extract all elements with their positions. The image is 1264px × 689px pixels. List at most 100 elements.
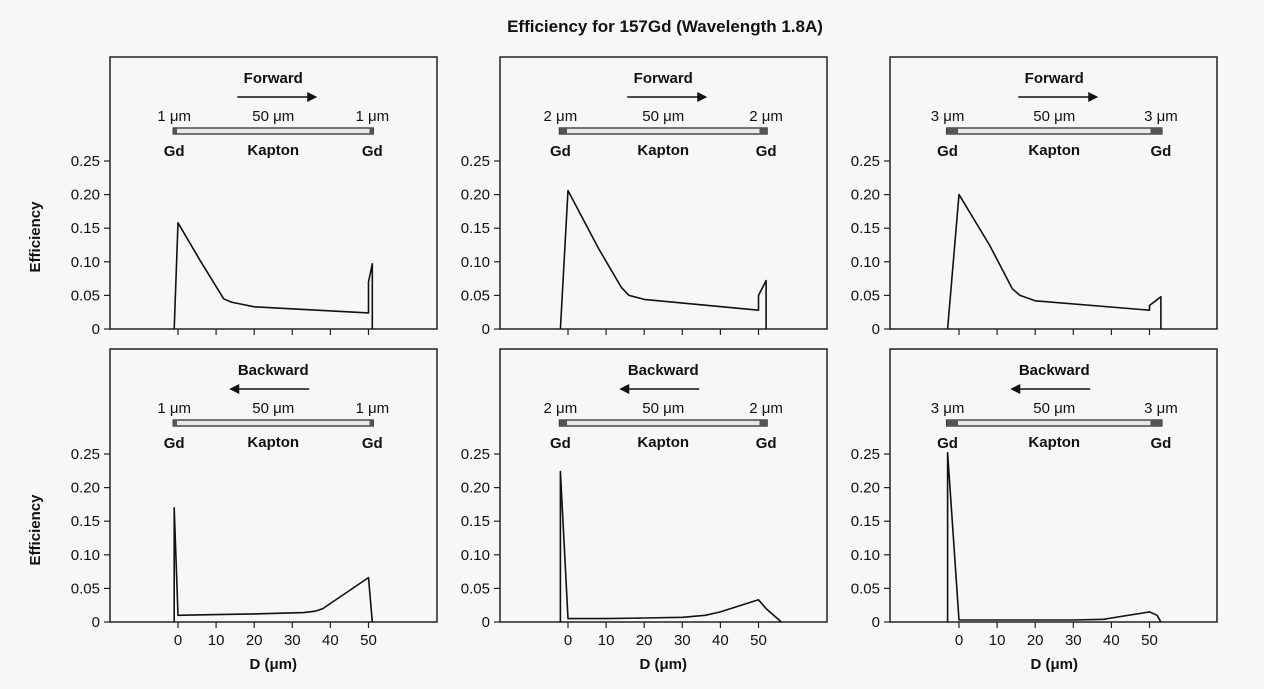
y-tick-label: 0.20 <box>461 187 490 204</box>
direction-label: Backward <box>628 362 699 379</box>
x-tick-label: 10 <box>208 632 225 649</box>
y-tick-label: 0 <box>872 321 880 338</box>
right-material-label: Gd <box>756 435 777 452</box>
x-tick-label: 50 <box>1141 632 1158 649</box>
right-material-label: Gd <box>362 435 383 452</box>
y-tick-label: 0.25 <box>461 153 490 170</box>
y-tick-label: 0 <box>482 321 490 338</box>
layer-bar-gd-left <box>946 420 958 426</box>
left-material-label: Gd <box>164 143 185 160</box>
direction-arrow-head <box>307 92 318 102</box>
efficiency-curve <box>173 222 374 330</box>
right-gd-thickness: 2 μm <box>749 400 783 417</box>
x-axis-label: D (μm) <box>639 656 687 673</box>
layer-bar-gd-left <box>173 420 177 426</box>
layer-bar-kapton <box>172 127 374 135</box>
direction-label: Forward <box>634 70 693 87</box>
x-tick-label: 40 <box>322 632 339 649</box>
middle-material-label: Kapton <box>637 142 689 159</box>
left-material-label: Gd <box>937 143 958 160</box>
direction-arrow-head <box>1010 384 1021 394</box>
direction-label: Backward <box>238 362 309 379</box>
layer-bar-kapton <box>172 419 374 427</box>
panel-backward-1: 0.25 0.20 0.15 0.10 0.05 0 Efficiency 0 10 20 30 40… <box>27 348 438 673</box>
right-material-label: Gd <box>1151 435 1172 452</box>
x-tick-label: 20 <box>246 632 263 649</box>
x-tick-label: 0 <box>955 632 963 649</box>
x-tick-label: 10 <box>598 632 615 649</box>
y-tick-label: 0.20 <box>851 187 880 204</box>
direction-label: Backward <box>1019 362 1090 379</box>
middle-material-label: Kapton <box>1028 142 1080 159</box>
direction-arrow-head <box>697 92 708 102</box>
x-tick-label: 20 <box>1027 632 1044 649</box>
layer-bar-gd-right <box>1150 420 1162 426</box>
y-tick-label: 0.15 <box>71 220 100 237</box>
direction-label: Forward <box>244 70 303 87</box>
y-tick-label: 0.15 <box>71 513 100 530</box>
y-tick-label: 0.05 <box>71 580 100 597</box>
kapton-thickness: 50 μm <box>642 400 684 417</box>
direction-arrow-head <box>229 384 240 394</box>
middle-material-label: Kapton <box>1028 434 1080 451</box>
layer-bar-gd-right <box>369 128 374 134</box>
layer-bar-gd-left <box>946 128 958 134</box>
plot-frame <box>499 56 828 330</box>
middle-material-label: Kapton <box>247 434 299 451</box>
right-material-label: Gd <box>1151 143 1172 160</box>
y-tick-label: 0 <box>482 614 490 631</box>
kapton-thickness: 50 μm <box>1033 108 1075 125</box>
middle-material-label: Kapton <box>637 434 689 451</box>
layer-bar-kapton <box>945 127 1163 135</box>
right-gd-thickness: 3 μm <box>1144 400 1178 417</box>
layer-bar-kapton <box>558 127 768 135</box>
y-tick-label: 0.15 <box>851 513 880 530</box>
y-tick-label: 0.10 <box>851 254 880 271</box>
kapton-thickness: 50 μm <box>252 400 294 417</box>
layer-bar-gd-left <box>559 420 567 426</box>
y-tick-label: 0 <box>92 321 100 338</box>
y-tick-label: 0.05 <box>461 580 490 597</box>
left-gd-thickness: 3 μm <box>931 108 965 125</box>
efficiency-curve <box>946 451 1162 623</box>
y-tick-label: 0 <box>872 614 880 631</box>
right-material-label: Gd <box>362 143 383 160</box>
y-tick-label: 0.25 <box>71 153 100 170</box>
y-tick-label: 0.15 <box>851 220 880 237</box>
y-tick-label: 0.10 <box>71 254 100 271</box>
plot-frame <box>109 56 438 330</box>
y-axis-label: Efficiency <box>27 494 44 566</box>
left-gd-thickness: 1 μm <box>157 108 191 125</box>
left-material-label: Gd <box>937 435 958 452</box>
direction-arrow-head <box>619 384 630 394</box>
kapton-thickness: 50 μm <box>1033 400 1075 417</box>
efficiency-curve <box>173 506 374 623</box>
middle-material-label: Kapton <box>247 142 299 159</box>
x-tick-label: 50 <box>360 632 377 649</box>
left-material-label: Gd <box>164 435 185 452</box>
y-tick-label: 0.20 <box>71 187 100 204</box>
y-tick-label: 0.20 <box>851 480 880 497</box>
efficiency-curve <box>946 193 1162 330</box>
right-gd-thickness: 3 μm <box>1144 108 1178 125</box>
x-tick-label: 40 <box>712 632 729 649</box>
layer-bar-gd-left <box>173 128 177 134</box>
efficiency-curve <box>559 470 782 623</box>
y-tick-label: 0.25 <box>461 446 490 463</box>
plot-frame <box>889 56 1218 330</box>
right-gd-thickness: 1 μm <box>355 400 389 417</box>
y-tick-label: 0.15 <box>461 220 490 237</box>
y-tick-label: 0.05 <box>851 580 880 597</box>
y-tick-label: 0.10 <box>851 547 880 564</box>
y-tick-label: 0.25 <box>851 446 880 463</box>
direction-arrow-head <box>1088 92 1099 102</box>
figure-title: Efficiency for 157Gd (Wavelength 1.8A) <box>507 17 823 36</box>
x-tick-label: 30 <box>674 632 691 649</box>
x-tick-label: 30 <box>284 632 301 649</box>
x-axis-label: D (μm) <box>1030 656 1078 673</box>
right-material-label: Gd <box>756 143 777 160</box>
x-tick-label: 10 <box>989 632 1006 649</box>
y-tick-label: 0.20 <box>461 480 490 497</box>
y-tick-label: 0.20 <box>71 480 100 497</box>
